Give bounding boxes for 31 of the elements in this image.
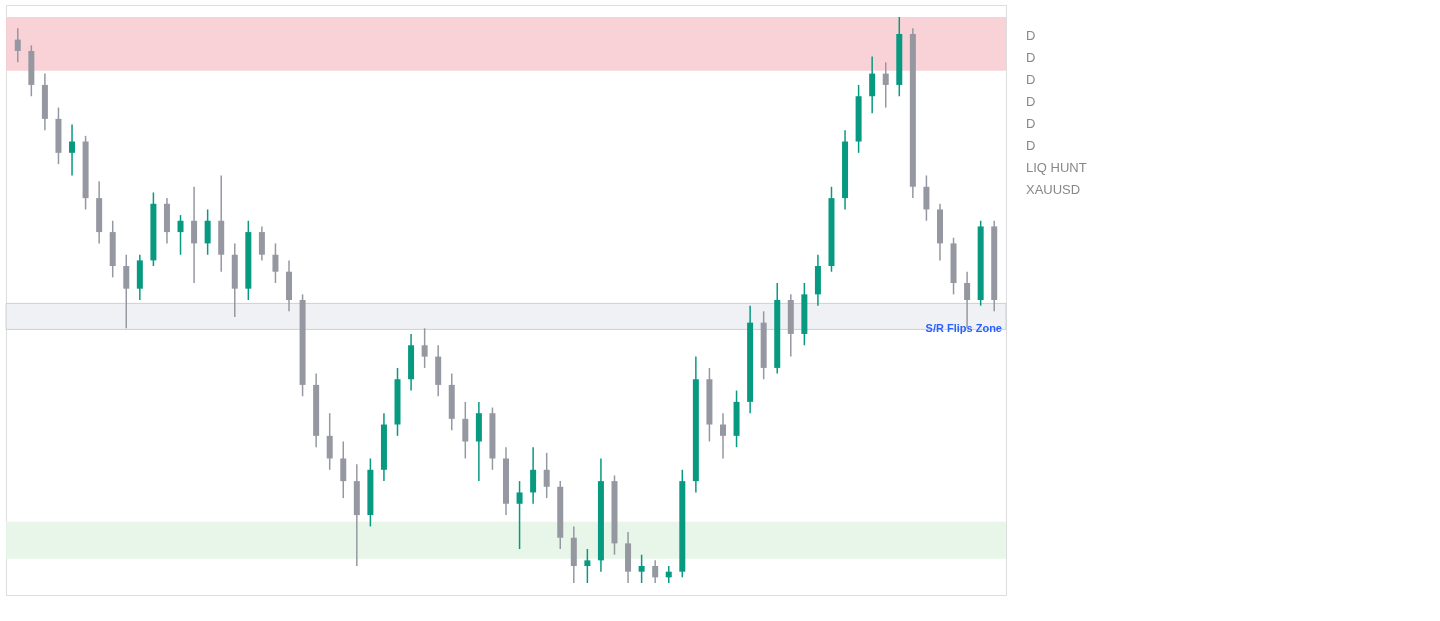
candlestick	[719, 412, 726, 460]
text: LIQ HUNT	[1026, 160, 1087, 175]
candlestick	[14, 27, 21, 64]
band-label: S/R Flips Zone	[925, 322, 1002, 335]
text: D	[1026, 138, 1036, 153]
text: D	[1026, 72, 1036, 87]
text: D	[1026, 94, 1036, 109]
text: XAUUSD	[1026, 182, 1081, 197]
candlestick	[923, 174, 930, 222]
candlestick	[204, 208, 211, 256]
candlestick	[543, 452, 550, 499]
text: D	[1026, 50, 1036, 65]
candlestick	[191, 186, 198, 284]
candlestick	[340, 440, 347, 499]
candlestick	[421, 327, 428, 369]
text: D	[1026, 116, 1036, 131]
candlestick	[530, 446, 537, 505]
candlestick	[326, 412, 333, 471]
candlestick	[462, 401, 469, 460]
candlestick	[123, 253, 130, 330]
candlestick	[272, 242, 279, 284]
candlestick	[882, 61, 889, 109]
candlestick	[516, 480, 523, 550]
candlestick	[584, 548, 591, 584]
candlestick	[177, 214, 184, 256]
candlestick	[652, 559, 659, 584]
candlestick	[869, 55, 876, 114]
candlestick	[638, 553, 645, 584]
candlestick	[258, 225, 265, 262]
text: D	[1026, 28, 1036, 43]
candlestick	[69, 123, 76, 177]
